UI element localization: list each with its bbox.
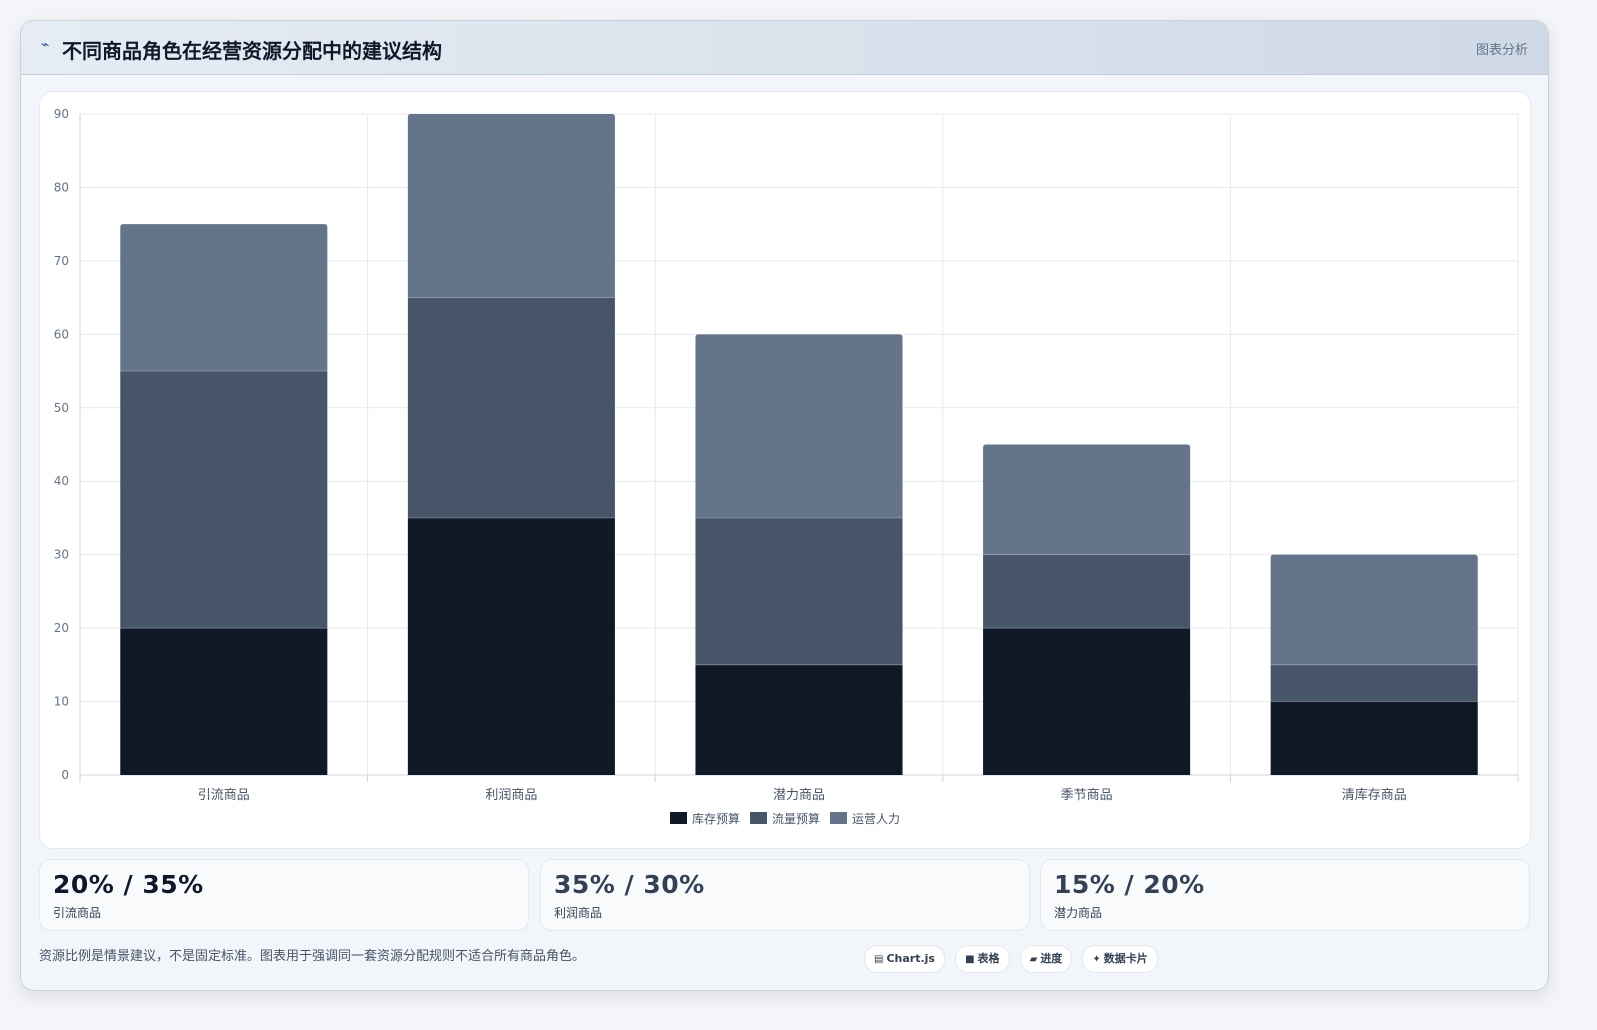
header-tag: 图表分析 <box>1475 43 1528 58</box>
stat-label: 引流商品 <box>53 906 102 920</box>
y-tick-label: 70 <box>54 254 69 268</box>
legend-swatch <box>830 812 847 824</box>
bar-segment <box>983 628 1191 775</box>
legend-label: 流量预算 <box>771 812 820 826</box>
page-title: 不同商品角色在经营资源分配中的建议结构 <box>62 39 442 63</box>
x-tick-label: 潜力商品 <box>773 788 825 803</box>
chip-label: 进度 <box>1040 952 1063 965</box>
y-tick-label: 0 <box>61 768 69 782</box>
stat-card-potential: 15% / 20% 潜力商品 <box>1040 859 1530 931</box>
progress-icon: ▰ <box>1029 954 1038 965</box>
table-icon: ■ <box>965 954 975 965</box>
x-tick-label: 引流商品 <box>198 788 250 803</box>
legend-swatch <box>669 812 687 824</box>
chip-progress[interactable]: ▰ 进度 <box>1019 945 1073 973</box>
bar-segment <box>1270 664 1478 702</box>
y-tick-label: 80 <box>54 180 69 194</box>
chip-data-cards[interactable]: ✦ 数据卡片 <box>1082 945 1158 973</box>
legend-item[interactable]: 运营人力 <box>830 810 900 827</box>
stat-value: 35% / 30% <box>554 870 705 899</box>
x-tick-label: 季节商品 <box>1061 788 1113 803</box>
x-tick-label: 利润商品 <box>485 788 537 803</box>
card-header: ⌁ 不同商品角色在经营资源分配中的建议结构 图表分析 <box>21 21 1548 75</box>
bar-segment <box>1270 701 1478 775</box>
bar-segment <box>695 334 903 518</box>
legend-label: 运营人力 <box>852 812 901 826</box>
legend-swatch <box>749 812 767 824</box>
bar-segment <box>120 628 328 775</box>
y-tick-label: 90 <box>54 107 69 121</box>
chip-table[interactable]: ■ 表格 <box>955 945 1010 973</box>
bar-segment <box>407 297 615 518</box>
bar-segment <box>695 517 903 665</box>
y-tick-label: 50 <box>54 401 69 415</box>
chip-label: Chart.js <box>886 952 935 965</box>
bar-segment <box>407 114 615 298</box>
y-tick-label: 40 <box>54 474 69 488</box>
y-tick-label: 10 <box>54 695 69 709</box>
chart-icon: ▤ <box>874 954 884 965</box>
y-tick-label: 30 <box>54 548 69 562</box>
chart-card: ⌁ 不同商品角色在经营资源分配中的建议结构 图表分析 0 10 20 30 40 50 60… <box>20 20 1549 991</box>
chart-line-icon: ⌁ <box>41 37 50 53</box>
stacked-bar-chart: 0 10 20 30 40 50 60 70 80 90 引流商品 利润商品 潜力商品 季节商品 清库存商品 <box>54 107 1519 803</box>
stat-label: 利润商品 <box>554 906 603 920</box>
chip-label: 表格 <box>977 952 1000 965</box>
stat-value: 20% / 35% <box>53 870 204 899</box>
bar-segment <box>120 371 328 629</box>
chart-panel: 0 10 20 30 40 50 60 70 80 90 引流商品 利润商品 潜力商品 季节商品 清库存商品… <box>39 91 1531 849</box>
footer-note: 资源比例是情景建议，不是固定标准。图表用于强调同一套资源分配规则不适合所有商品角… <box>39 949 586 964</box>
stat-card-profit: 35% / 30% 利润商品 <box>540 859 1030 931</box>
y-tick-label: 60 <box>54 327 69 341</box>
bar-segment <box>120 224 328 372</box>
x-tick-label: 清库存商品 <box>1342 787 1407 803</box>
bar-segment <box>407 517 615 775</box>
legend-item[interactable]: 库存预算 <box>669 810 740 827</box>
chip-label: 数据卡片 <box>1103 952 1148 965</box>
sparkle-icon: ✦ <box>1092 954 1101 965</box>
chart-legend: 库存预算 流量预算 运营人力 <box>40 810 1530 827</box>
stat-value: 15% / 20% <box>1054 870 1205 899</box>
legend-item[interactable]: 流量预算 <box>749 810 820 827</box>
chip-group: ▤ Chart.js ■ 表格 ▰ 进度 ✦ 数据卡片 <box>864 945 1163 973</box>
bar-segment <box>695 664 903 775</box>
bar-segment <box>983 554 1191 629</box>
stat-label: 潜力商品 <box>1054 906 1103 920</box>
legend-label: 库存预算 <box>691 812 740 826</box>
bar-segment <box>1270 554 1478 665</box>
y-tick-label: 20 <box>54 621 69 635</box>
chip-chartjs[interactable]: ▤ Chart.js <box>864 945 945 973</box>
bar-segment <box>983 444 1191 555</box>
stat-card-traffic: 20% / 35% 引流商品 <box>39 859 529 931</box>
